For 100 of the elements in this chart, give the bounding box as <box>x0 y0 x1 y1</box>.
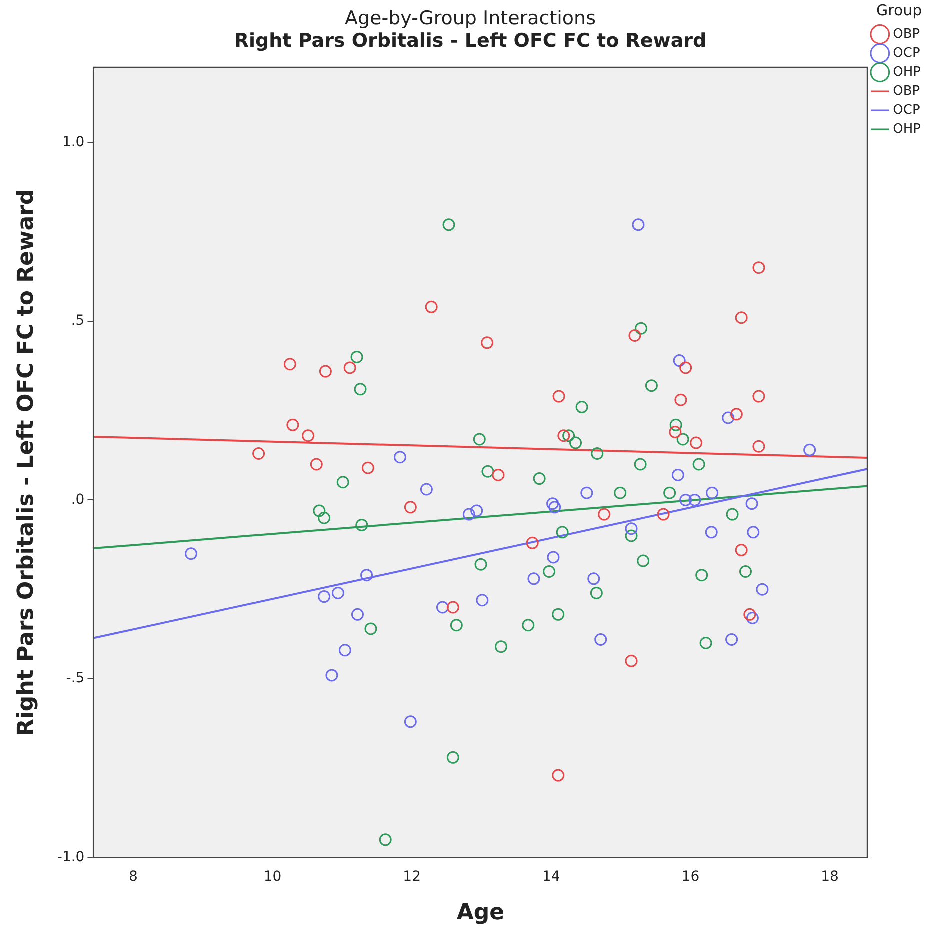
y-axis-title: Right Pars Orbitalis - Left OFC FC to Reward <box>14 189 39 736</box>
point <box>591 448 604 460</box>
point <box>625 522 638 536</box>
point <box>420 483 433 496</box>
point <box>625 654 638 668</box>
point <box>522 619 535 632</box>
point <box>590 586 603 600</box>
point <box>450 619 463 632</box>
point <box>744 608 756 621</box>
legend-title: Group <box>876 1 922 20</box>
point <box>354 383 367 396</box>
point <box>726 633 738 646</box>
point <box>735 312 748 324</box>
point <box>562 430 576 442</box>
y-tick-label: 1.0 <box>62 134 85 150</box>
x-tick-label: 14 <box>542 868 560 885</box>
point <box>680 362 692 374</box>
point <box>476 594 489 607</box>
point <box>632 218 645 232</box>
point <box>442 218 456 232</box>
point <box>558 430 570 442</box>
point <box>680 494 692 506</box>
point <box>481 336 494 350</box>
point <box>692 458 706 471</box>
point <box>404 501 417 514</box>
point <box>552 769 565 782</box>
point <box>462 508 476 521</box>
y-tick-label: .5 <box>71 313 85 330</box>
x-tick-label: 12 <box>403 868 421 885</box>
point <box>664 486 676 500</box>
point <box>546 498 560 510</box>
point <box>319 365 332 378</box>
legend-label: OCP <box>893 102 920 118</box>
point <box>336 476 350 489</box>
point <box>473 433 486 446</box>
point <box>351 608 364 621</box>
point <box>674 394 688 406</box>
point <box>614 486 627 500</box>
point <box>313 504 326 518</box>
point <box>425 300 438 314</box>
point <box>746 498 758 510</box>
point <box>696 569 708 582</box>
point <box>804 444 816 456</box>
point <box>722 412 735 424</box>
point <box>394 451 406 464</box>
point <box>730 408 743 421</box>
point <box>533 472 546 486</box>
point <box>657 508 670 521</box>
point <box>735 544 748 557</box>
point <box>436 601 449 614</box>
point <box>364 622 378 636</box>
point <box>547 551 560 564</box>
point <box>576 401 588 414</box>
legend-label: OBP <box>893 84 920 99</box>
legend-label: OHP <box>893 122 922 137</box>
point <box>474 558 488 571</box>
chart-title: Age-by-Group Interactions <box>345 7 596 30</box>
point <box>752 390 766 403</box>
point <box>482 465 494 478</box>
point <box>746 612 759 624</box>
point <box>739 566 752 578</box>
x-tick-label: 8 <box>128 868 138 885</box>
point <box>362 462 374 474</box>
point <box>669 426 682 439</box>
point <box>645 380 658 392</box>
x-tick-label: 18 <box>821 868 839 885</box>
point <box>598 508 611 521</box>
point <box>492 468 505 482</box>
point <box>286 418 300 432</box>
point <box>310 458 323 471</box>
point <box>688 494 702 506</box>
point <box>752 440 766 453</box>
point <box>360 569 374 582</box>
point <box>552 608 565 621</box>
legend-label: OHP <box>893 64 922 80</box>
point <box>706 486 719 500</box>
point <box>690 436 703 450</box>
point <box>338 644 352 657</box>
point <box>570 436 582 450</box>
point <box>752 262 766 274</box>
point <box>446 751 460 764</box>
point <box>594 633 608 646</box>
point <box>302 430 315 442</box>
point <box>673 354 686 368</box>
point <box>670 418 682 432</box>
point <box>318 512 331 524</box>
point <box>700 637 712 650</box>
point <box>556 526 569 539</box>
point <box>635 322 648 335</box>
point <box>634 458 647 471</box>
point <box>625 530 638 542</box>
point <box>543 566 556 578</box>
point <box>184 548 198 560</box>
point <box>628 330 642 342</box>
y-tick-label: -.5 <box>66 670 85 687</box>
point <box>318 590 331 604</box>
point <box>580 486 594 500</box>
point <box>470 504 484 518</box>
point <box>726 508 739 521</box>
point <box>446 601 460 614</box>
